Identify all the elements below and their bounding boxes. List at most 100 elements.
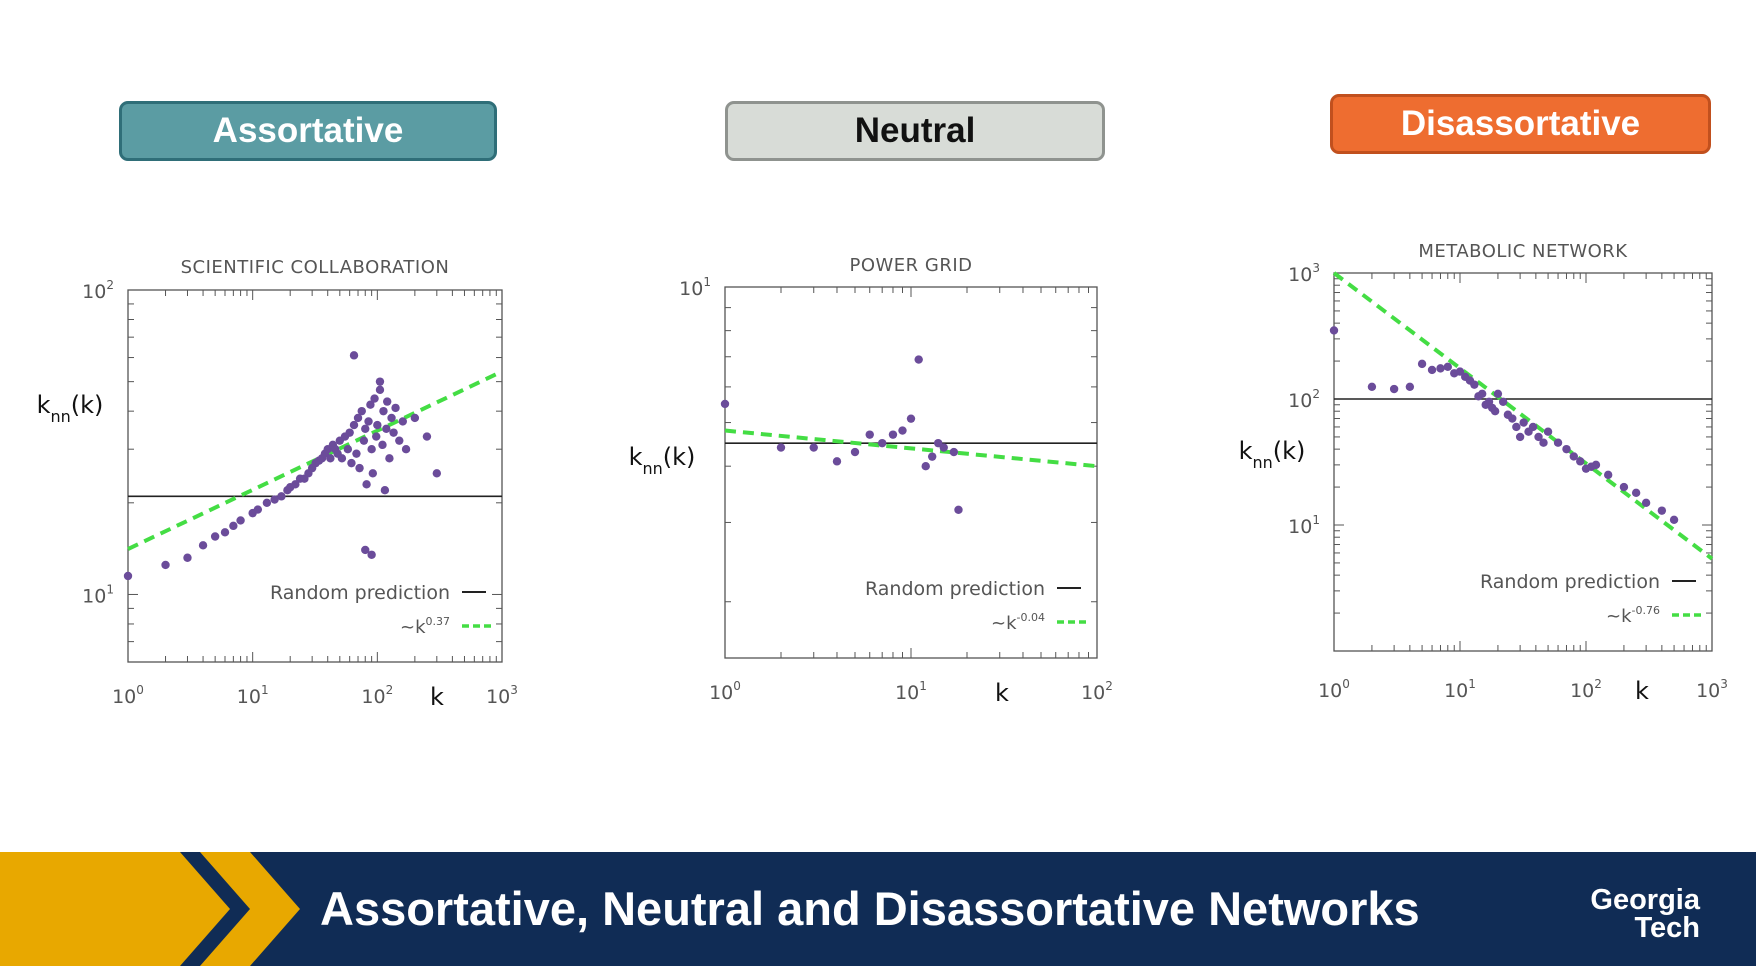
x-tick-label: 100	[1318, 677, 1350, 702]
georgia-tech-logo: Georgia Tech	[1590, 884, 1700, 943]
data-point	[1455, 367, 1465, 376]
data-point	[832, 457, 842, 466]
data-point	[277, 492, 286, 501]
legend-random-label: Random prediction	[1480, 571, 1660, 593]
data-point	[391, 403, 400, 413]
data-point	[357, 406, 366, 416]
x-tick-label: 103	[1696, 677, 1728, 702]
x-tick-label: 101	[237, 683, 269, 708]
data-point	[898, 426, 907, 435]
data-point	[1329, 326, 1339, 335]
data-point	[383, 397, 392, 406]
data-point	[1562, 444, 1571, 454]
data-point	[385, 454, 394, 463]
data-point	[387, 413, 396, 423]
data-point	[361, 545, 370, 555]
disassortative-badge: Disassortative	[1330, 94, 1711, 154]
y-axis-label: knn(k)	[629, 443, 696, 478]
data-point	[373, 420, 382, 430]
x-tick-label: 101	[1444, 677, 1476, 702]
data-point	[343, 444, 353, 454]
data-point	[291, 480, 300, 489]
data-point	[432, 469, 442, 478]
y-tick-label: 102	[82, 278, 114, 303]
data-point	[378, 440, 387, 450]
data-point	[776, 443, 786, 452]
data-point	[123, 571, 133, 581]
x-axis-label: k	[995, 679, 1009, 707]
legend-random-label: Random prediction	[270, 582, 450, 604]
neutral-badge: Neutral	[725, 101, 1105, 161]
data-point	[352, 449, 361, 458]
data-point	[939, 443, 948, 452]
data-point	[349, 351, 359, 360]
data-point	[1569, 452, 1578, 461]
data-point	[1528, 422, 1538, 432]
data-point	[368, 469, 378, 478]
power-law-fit-line	[1332, 271, 1714, 561]
data-point	[1490, 407, 1500, 416]
chart-title: POWER GRID	[849, 255, 972, 276]
data-point	[1641, 498, 1651, 508]
data-point	[914, 355, 923, 364]
data-point	[398, 417, 407, 426]
x-tick-label: 102	[1081, 679, 1113, 704]
data-point	[220, 528, 230, 537]
data-point	[1389, 384, 1399, 394]
data-point	[367, 444, 376, 454]
y-axis-label: knn(k)	[37, 391, 104, 426]
chart-title: METABOLIC NETWORK	[1418, 241, 1628, 262]
data-point	[422, 432, 432, 441]
data-point	[1443, 362, 1452, 372]
data-point	[367, 550, 376, 559]
data-point	[270, 495, 279, 504]
data-point	[161, 560, 170, 570]
data-point	[349, 420, 359, 430]
x-tick-label: 100	[112, 683, 144, 708]
x-axis-label: k	[1635, 677, 1649, 705]
data-point	[370, 394, 379, 403]
data-point	[353, 413, 363, 423]
metabolic-network-chart: METABOLIC NETWORK 100 101 102 103 101 102 103 k k…	[1239, 241, 1728, 705]
data-point	[1498, 397, 1508, 407]
y-tick-label: 101	[82, 582, 114, 607]
plot-frame	[724, 286, 1098, 659]
footer-title: Assortative, Neutral and Disassortative …	[320, 882, 1420, 935]
data-point	[236, 516, 245, 525]
power-grid-chart: POWER GRID 100 101 102 101 k knn(k) Random pred…	[629, 255, 1113, 707]
footer-bar: Assortative, Neutral and Disassortative …	[0, 852, 1756, 966]
y-tick-label: 103	[1288, 261, 1320, 286]
logo-line-1: Georgia	[1590, 884, 1700, 916]
data-point	[380, 486, 390, 495]
data-point	[1367, 382, 1377, 391]
data-point	[326, 454, 335, 463]
data-point	[1508, 414, 1517, 423]
data-point	[262, 498, 272, 508]
data-point	[362, 480, 371, 489]
legend-fit-label: ~k0.37	[400, 615, 450, 638]
data-point	[850, 447, 860, 457]
data-point	[949, 447, 959, 457]
data-point	[355, 463, 364, 473]
data-point	[337, 454, 347, 463]
data-point	[1493, 389, 1503, 398]
y-tick-label: 101	[679, 275, 711, 300]
plot-frame	[1333, 272, 1713, 652]
data-point	[1553, 438, 1563, 447]
data-point	[1405, 382, 1415, 391]
data-point	[809, 443, 818, 452]
data-point	[1619, 482, 1629, 492]
data-point	[253, 505, 263, 514]
data-point	[888, 430, 898, 439]
data-point	[1470, 380, 1479, 389]
data-point	[1515, 432, 1525, 442]
data-point	[1427, 365, 1437, 375]
data-point	[347, 458, 356, 468]
data-point	[1512, 422, 1521, 432]
x-axis-label: k	[430, 683, 444, 711]
power-law-fit-line	[724, 428, 1098, 469]
data-point	[361, 424, 370, 434]
x-tick-label: 102	[1570, 677, 1602, 702]
data-point	[210, 532, 220, 541]
data-point	[1587, 462, 1596, 471]
